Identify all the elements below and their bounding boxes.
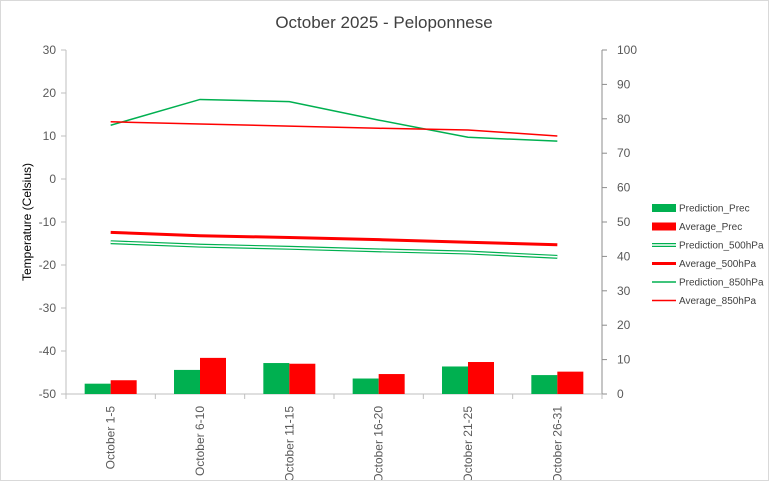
line-average-500hpa [110,230,558,247]
legend-label: Prediction_500hPa [679,241,764,252]
line-average-850hpa [110,121,558,137]
bar-average-prec [557,371,584,394]
legend-label: Average_Prec [679,222,742,233]
x-axis-tick-labels: October 1-5 October 6-10 October 11-15 Octo… [104,406,565,480]
x-tick-label: October 26-31 [550,406,564,480]
bar-prediction-prec [531,375,558,394]
y-right-tick-label: 10 [617,353,631,367]
bar-average-prec [378,374,405,394]
x-tick-label: October 16-20 [372,406,386,480]
bar-prediction-prec [174,369,200,394]
legend-swatch-prediction-prec [652,204,676,212]
y-right-tick-label: 80 [617,112,631,126]
x-tick-label: October 6-10 [193,406,207,476]
chart-title: October 2025 - Peloponnese [275,13,492,32]
legend-label: Average_850hPa [679,296,757,307]
y-left-tick-label: -30 [39,301,57,315]
y-left-tick-label: 30 [43,43,57,57]
x-tick-label: October 21-25 [461,406,475,480]
axes: -50 -40 -30 -20 -10 0 10 20 30 0 10 20 30 40 50 60 70 80 9… [39,43,638,401]
legend-label: Average_500hPa [679,259,757,270]
legend-label: Prediction_850hPa [679,278,764,289]
y-left-tick-label: 0 [49,172,56,186]
legend-swatch-average-prec [652,222,676,231]
y-left-tick-label: -50 [39,387,57,401]
bar-prediction-prec [352,378,379,394]
x-tick-label: October 11-15 [282,406,296,480]
y-right-tick-label: 60 [617,181,631,195]
y-right-tick-label: 50 [617,215,631,229]
legend-label: Prediction_Prec [679,204,750,215]
x-tick-label: October 1-5 [104,406,118,470]
y-left-tick-label: -10 [39,215,57,229]
line-prediction-850hpa [110,98,558,142]
legend: Prediction_Prec Average_Prec Prediction_50… [652,204,764,307]
bar-prediction-prec [442,366,468,394]
line-series-group [110,98,558,259]
bar-average-prec [468,362,494,394]
y-right-tick-label: 100 [617,43,637,57]
y-right-tick-label: 70 [617,146,631,160]
bar-series-group [84,357,584,394]
bar-prediction-prec [84,383,111,394]
y-left-tick-label: 20 [43,86,57,100]
bar-average-prec [200,357,226,394]
y-axis-left-title: Temperature (Celsius) [20,163,34,281]
bar-prediction-prec [263,363,290,394]
bar-average-prec [110,380,137,394]
y-left-tick-label: 10 [43,129,57,143]
y-left-tick-label: -20 [39,258,57,272]
line-prediction-500hpa-inner [110,241,558,258]
y-left-tick-label: -40 [39,344,57,358]
y-right-tick-label: 0 [617,387,624,401]
y-right-tick-label: 30 [617,284,631,298]
y-right-tick-label: 90 [617,77,631,91]
y-right-tick-label: 20 [617,318,631,332]
y-right-tick-label: 40 [617,249,631,263]
bar-average-prec [289,363,316,394]
